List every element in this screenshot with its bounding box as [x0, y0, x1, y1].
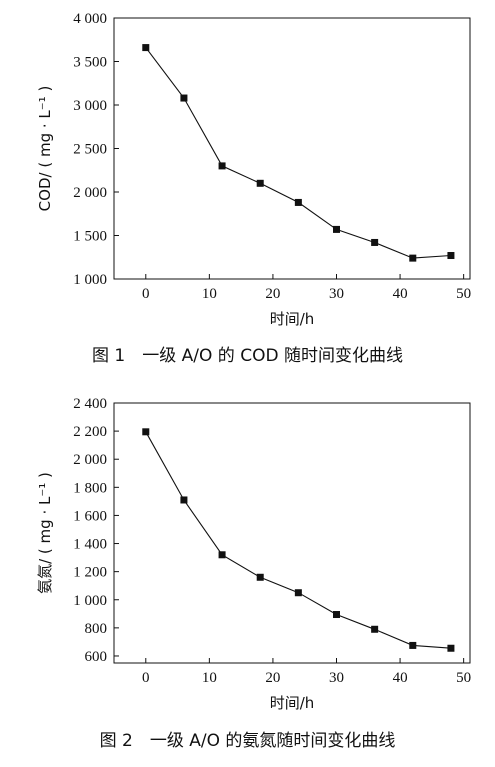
y-tick-label: 3 000: [73, 98, 107, 114]
data-point-marker: [409, 254, 417, 262]
data-point-marker: [256, 179, 264, 187]
data-point-marker: [409, 641, 417, 649]
x-tick-label: 10: [202, 286, 217, 302]
x-axis-title: 时间/h: [270, 310, 315, 328]
y-tick-label: 1 800: [73, 480, 107, 496]
data-point-marker: [294, 198, 302, 206]
y-tick-label: 1 400: [73, 537, 107, 553]
x-tick-label: 40: [393, 670, 408, 686]
plot-frame: [113, 17, 471, 280]
y-axis-title: 氨氮/ ( mg · L⁻¹ ): [36, 472, 54, 594]
data-point-marker: [371, 625, 379, 633]
series-line: [145, 431, 451, 649]
y-tick-label: 1 200: [73, 565, 107, 581]
y-tick-label: 3 500: [73, 55, 107, 71]
x-tick-label: 50: [456, 670, 471, 686]
data-point-marker: [294, 589, 302, 597]
x-tick-label: 50: [456, 286, 471, 302]
y-tick-label: 2 000: [73, 452, 107, 468]
data-point-marker: [333, 611, 340, 619]
x-tick-label: 20: [265, 286, 280, 302]
x-tick-label: 30: [329, 670, 344, 686]
y-tick-label: 800: [85, 621, 108, 637]
y-tick-label: 1 600: [73, 508, 107, 524]
data-point-marker: [371, 238, 379, 246]
y-tick-label: 600: [85, 649, 108, 665]
x-axis-title: 时间/h: [270, 694, 315, 712]
x-tick-label: 20: [265, 670, 280, 686]
data-point-marker: [447, 252, 455, 260]
y-tick-label: 2 500: [73, 142, 107, 158]
y-axis-title: COD/ ( mg · L⁻¹ ): [36, 86, 54, 212]
data-point-marker: [142, 44, 150, 52]
series-line: [145, 47, 451, 259]
x-tick-label: 30: [329, 286, 344, 302]
y-tick-label: 2 200: [73, 424, 107, 440]
plot-frame: [113, 402, 471, 664]
y-tick-label: 2 000: [73, 185, 107, 201]
data-point-marker: [142, 428, 150, 436]
x-tick-label: 10: [202, 670, 217, 686]
data-point-marker: [218, 162, 226, 170]
data-point-marker: [180, 94, 188, 102]
data-point-marker: [256, 573, 264, 581]
data-point-marker: [218, 551, 226, 559]
y-tick-label: 4 000: [73, 11, 107, 27]
figure-caption: 图 2 一级 A/O 的氨氮随时间变化曲线: [100, 731, 396, 751]
y-tick-label: 1 000: [73, 272, 107, 288]
x-tick-label: 40: [393, 286, 408, 302]
data-point-marker: [333, 225, 340, 233]
x-tick-label: 0: [142, 670, 150, 686]
y-tick-label: 1 000: [73, 593, 107, 609]
y-tick-label: 2 400: [73, 396, 107, 412]
data-point-marker: [180, 496, 188, 504]
y-tick-label: 1 500: [73, 229, 107, 245]
x-tick-label: 0: [142, 286, 150, 302]
data-point-marker: [447, 644, 455, 652]
figure-caption: 图 1 一级 A/O 的 COD 随时间变化曲线: [92, 346, 403, 366]
